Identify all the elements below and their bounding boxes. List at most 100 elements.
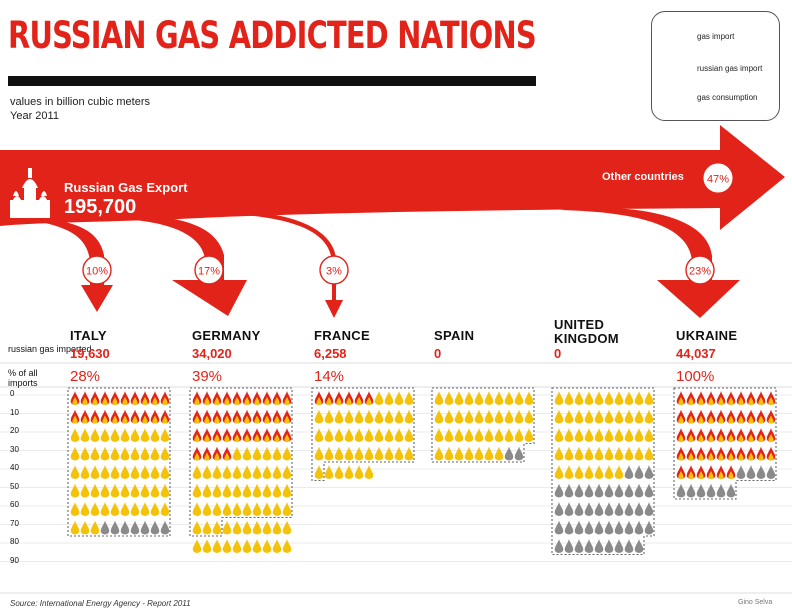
gas-import-drop-icon: [110, 465, 120, 479]
russian-gas-drop-icon-core: [122, 415, 128, 424]
russian-gas-drop-icon-core: [132, 415, 138, 424]
gas-import-drop-icon: [644, 428, 654, 442]
gas-import-drop-icon: [140, 428, 150, 442]
gas-import-drop-icon: [314, 446, 324, 461]
gas-import-drop-icon: [574, 428, 584, 442]
gas-import-drop-icon: [252, 446, 262, 461]
gas-import-drop-icon: [80, 520, 90, 535]
gas-import-drop-icon: [634, 428, 644, 442]
export-share-circle: 3%: [319, 255, 349, 285]
consumption-outline: [431, 387, 535, 463]
gas-import-drop-icon: [192, 502, 202, 516]
gas-import-drop-icon: [90, 502, 100, 516]
gas-consumption-drop-icon: [634, 539, 644, 553]
gas-import-drop-icon: [160, 428, 170, 442]
gas-import-drop-icon: [222, 539, 232, 553]
y-tick-label: 90: [10, 555, 19, 565]
russian-gas-drop-icon-core: [748, 397, 754, 406]
gas-import-drop-icon: [484, 391, 494, 405]
gas-import-drop-icon: [374, 428, 384, 442]
gas-import-drop-icon: [504, 391, 514, 405]
gas-import-drop-icon: [574, 409, 584, 424]
pct-of-imports: 14%: [314, 368, 345, 385]
consumption-outline: [551, 387, 655, 556]
gas-consumption-drop-icon: [584, 539, 594, 553]
russian-gas-drop-icon-core: [678, 415, 684, 424]
russian-gas-drop-icon-core: [346, 397, 352, 406]
gas-import-drop-icon: [484, 409, 494, 424]
russian-gas-drop-icon-core: [284, 397, 290, 406]
gas-import-drop-icon: [494, 391, 504, 405]
gas-import-drop-icon: [120, 502, 130, 516]
gas-import-drop-icon: [120, 428, 130, 442]
russian-gas-drop-icon-core: [336, 397, 342, 406]
russian-gas-drop-icon-core: [214, 434, 220, 443]
gas-consumption-drop-icon: [574, 483, 584, 498]
gas-consumption-drop-icon: [574, 502, 584, 516]
gas-import-drop-icon: [494, 446, 504, 461]
gas-import-drop-icon: [282, 520, 292, 535]
gas-consumption-drop-icon: [554, 539, 564, 553]
russian-gas-drop-icon-core: [72, 415, 78, 424]
gas-import-drop-icon: [202, 520, 212, 535]
gridlines: [0, 362, 792, 594]
export-flow: [0, 125, 785, 318]
gas-import-drop-icon: [252, 465, 262, 479]
russian-gas-drop-icon-core: [142, 397, 148, 406]
gas-import-drop-icon: [614, 446, 624, 461]
gas-import-drop-icon: [554, 409, 564, 424]
flow-italy: [40, 221, 113, 312]
pct-of-imports: 28%: [70, 368, 101, 385]
russian-gas-drop-icon-core: [254, 434, 260, 443]
gas-import-drop-icon: [564, 446, 574, 461]
gas-import-drop-icon: [444, 446, 454, 461]
gas-import-drop-icon: [584, 391, 594, 405]
gas-import-drop-icon: [262, 483, 272, 498]
russian-gas-drop-icon-core: [162, 415, 168, 424]
russian-gas-drop-icon-core: [688, 415, 694, 424]
country-name: FRANCE: [314, 328, 370, 343]
russian-gas-drop-icon-core: [738, 397, 744, 406]
gas-import-drop-icon: [262, 465, 272, 479]
gas-import-drop-icon: [634, 409, 644, 424]
gas-import-drop-icon: [314, 409, 324, 424]
gas-import-drop-icon: [594, 409, 604, 424]
gas-consumption-drop-icon: [130, 520, 140, 535]
legend-label-gas-import: gas import: [697, 32, 735, 41]
gas-import-drop-icon: [90, 520, 100, 535]
gas-consumption-drop-icon: [594, 520, 604, 535]
gas-import-drop-icon: [192, 539, 202, 553]
gas-import-drop-icon: [554, 428, 564, 442]
gas-import-drop-icon: [282, 446, 292, 461]
export-share-circle: 17%: [194, 255, 224, 285]
gas-import-drop-icon: [474, 428, 484, 442]
y-tick-label: 20: [10, 426, 19, 435]
consumption-outline: [67, 387, 171, 537]
gas-import-drop-icon: [130, 465, 140, 479]
russian-gas-drop-icon-core: [102, 397, 108, 406]
russian-gas-drop-icon-core: [244, 415, 250, 424]
gas-import-drop-icon: [70, 428, 80, 442]
other-countries-circle: 47%: [703, 163, 733, 193]
gas-import-drop-icon: [574, 446, 584, 461]
gas-import-drop-icon: [262, 502, 272, 516]
russian-gas-drop-icon-core: [204, 452, 210, 461]
gas-import-drop-icon: [564, 391, 574, 405]
gas-import-drop-icon: [130, 502, 140, 516]
gas-import-drop-icon: [494, 428, 504, 442]
russian-gas-drop-icon-core: [82, 397, 88, 406]
gas-import-drop-icon: [212, 465, 222, 479]
russian-gas-drop-icon-core: [718, 452, 724, 461]
gas-import-drop-icon: [374, 446, 384, 461]
gas-import-drop-icon: [434, 391, 444, 405]
gas-consumption-drop-icon: [706, 483, 716, 498]
kremlin-icon: [10, 168, 50, 218]
y-tick-label: 10: [10, 407, 19, 417]
russian-gas-drop-icon-core: [284, 415, 290, 424]
gas-consumption-drop-icon: [594, 483, 604, 498]
gas-import-drop-icon: [464, 409, 474, 424]
gas-consumption-drop-icon: [736, 465, 746, 479]
gas-import-drop-icon: [404, 446, 414, 461]
russian-gas-drop-icon-core: [284, 434, 290, 443]
gas-import-drop-icon: [70, 446, 80, 461]
